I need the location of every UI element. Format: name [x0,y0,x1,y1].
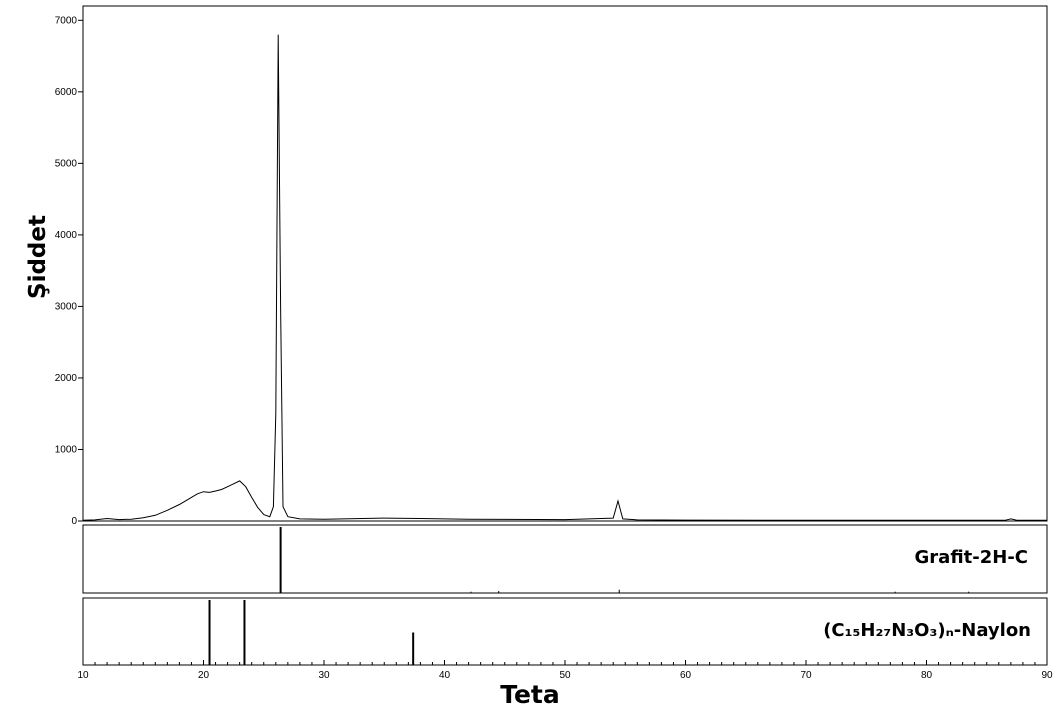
reference-panel-1-lines [279,527,970,593]
x-tick-label: 30 [318,670,330,681]
x-tick-label: 90 [1041,670,1053,681]
x-tick-label: 70 [800,670,812,681]
x-tick-label: 60 [680,670,692,681]
reference-panel-2-lines [208,600,415,665]
reference-panel-1-frame [82,524,1048,594]
x-tick-label: 10 [77,670,89,681]
x-tick-label: 50 [559,670,571,681]
y-tick-label: 2000 [55,373,78,384]
y-tick-label: 6000 [55,87,78,98]
diffraction-pattern-line [82,34,1047,521]
x-axis-title: Teta [500,680,560,709]
y-tick-label: 3000 [55,301,78,312]
reference-panel-2-label: (C₁₅H₂₇N₃O₃)ₙ-Naylon [823,620,1031,641]
reference-panel-1-label: Grafit-2H-C [914,547,1028,568]
y-tick-label: 5000 [55,158,78,169]
x-axis-ticks: 10 20 30 40 50 60 70 80 90 [77,660,1053,681]
y-tick-label: 4000 [55,230,78,241]
y-axis-ticks: 0 1000 2000 3000 4000 5000 6000 7000 [55,15,83,527]
x-tick-label: 80 [921,670,933,681]
y-tick-label: 0 [71,516,77,527]
main-plot-frame [82,5,1048,522]
x-tick-label: 20 [198,670,210,681]
x-tick-label: 40 [439,670,451,681]
y-tick-label: 1000 [55,444,78,455]
y-tick-label: 7000 [55,15,78,26]
y-axis-title: Şiddet [25,215,51,299]
